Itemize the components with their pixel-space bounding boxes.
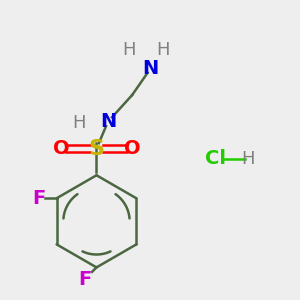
Text: H: H [122,40,136,58]
Text: H: H [72,114,86,132]
Text: O: O [124,139,140,158]
Text: Cl: Cl [205,149,226,168]
Text: F: F [32,189,45,208]
Text: H: H [157,40,170,58]
Text: O: O [52,139,69,158]
Text: H: H [241,150,255,168]
Text: S: S [88,139,104,158]
Text: N: N [142,59,158,78]
Text: F: F [78,270,91,289]
Text: N: N [100,112,116,131]
